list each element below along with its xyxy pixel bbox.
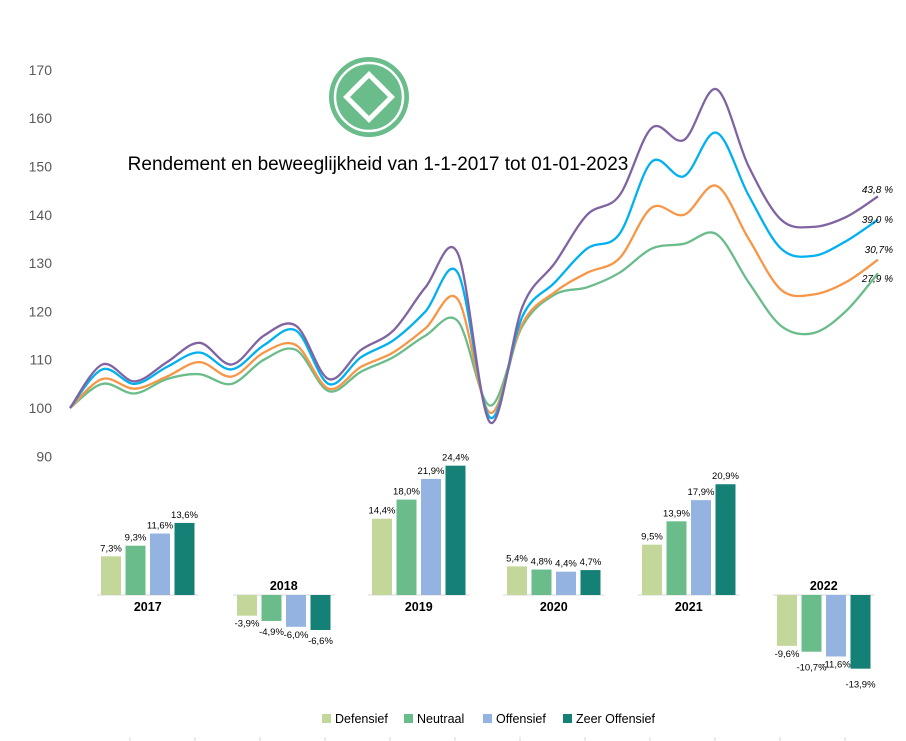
y-tick-label: 120 [29, 303, 53, 319]
end-labels: 43,8 % 39,0 % 30,7% 27,9 % [861, 185, 893, 285]
bar-value-label: -11,6% [821, 659, 851, 670]
bar [174, 522, 195, 595]
bar [801, 595, 822, 652]
legend-swatch [483, 714, 492, 723]
bar-chart: 7,3%9,3%11,6%13,6% 2017 -3,9%-4,9% -6,0%-6,… [97, 453, 876, 691]
bar [580, 570, 601, 595]
bar-value-label: -4,9% [259, 627, 284, 638]
bar [445, 465, 466, 595]
bar-value-label: 14,4% [369, 506, 396, 517]
bar [850, 595, 871, 669]
year-label: 2022 [810, 579, 838, 593]
y-tick-label: 150 [29, 159, 53, 175]
year-label: 2018 [270, 579, 298, 593]
y-tick-label: 90 [36, 448, 52, 464]
series-line [69, 231, 879, 409]
bar [421, 478, 441, 595]
bar-value-label: 11,6% [147, 521, 174, 532]
y-tick-label: 160 [29, 110, 53, 126]
year-label: 2020 [540, 600, 568, 614]
series-end-label: 39,0 % [862, 215, 893, 226]
bar-value-label: 5,4% [506, 553, 528, 564]
legend: Defensief Neutraal Offensief Zeer Offensief [322, 712, 656, 726]
bar [531, 569, 552, 595]
bar-value-label: -13,9% [845, 680, 876, 691]
legend-swatch [563, 714, 572, 723]
bar [310, 595, 331, 630]
bar [666, 521, 687, 595]
year-label: 2017 [134, 600, 162, 614]
bar-value-label: -9,6% [775, 649, 800, 660]
series-line [69, 184, 879, 414]
bar-value-label: 21,9% [418, 466, 445, 477]
bar [691, 500, 711, 595]
diamond-logo-icon [329, 57, 409, 137]
legend-label: Neutraal [417, 712, 464, 726]
bar [286, 595, 306, 627]
bar-value-label: -10,7% [796, 663, 827, 674]
bar-value-label: 4,7% [580, 557, 602, 568]
legend-label: Offensief [496, 712, 546, 726]
bar-value-label: 9,5% [641, 532, 663, 543]
bar-value-label: 24,4% [442, 453, 469, 464]
bar-value-label: 7,3% [100, 543, 122, 554]
bar [715, 484, 736, 595]
year-label: 2021 [675, 600, 703, 614]
bar-value-label: 18,0% [393, 487, 420, 498]
legend-label: Zeer Offensief [576, 712, 656, 726]
bar [101, 556, 121, 595]
bar [507, 566, 527, 595]
bar [125, 545, 146, 595]
series-end-label: 30,7% [865, 245, 893, 256]
bar-value-label: 20,9% [712, 471, 739, 482]
bar-value-label: 13,6% [171, 510, 198, 521]
line-series [69, 88, 879, 424]
series-line [69, 88, 879, 424]
chart-title: Rendement en beweeglijkheid van 1-1-2017… [128, 154, 629, 175]
bar [556, 571, 576, 595]
bar [642, 544, 662, 595]
y-tick-label: 130 [29, 255, 53, 271]
bar [396, 499, 417, 595]
bottom-tick-marks [129, 737, 846, 741]
bar-value-label: 4,4% [555, 559, 577, 570]
y-axis: 90 100 110 120 130 140 150 160 170 [29, 62, 53, 464]
bar [261, 595, 282, 621]
bar-value-label: 9,3% [125, 533, 147, 544]
bar-value-label: -6,6% [308, 636, 333, 647]
bar [826, 595, 846, 657]
y-tick-label: 140 [29, 207, 53, 223]
bar-value-label: -6,0% [284, 630, 309, 641]
bar [777, 595, 797, 646]
bar [372, 518, 392, 595]
bar [150, 533, 170, 595]
y-tick-label: 100 [29, 400, 53, 416]
bar-value-label: -3,9% [235, 619, 260, 630]
series-end-label: 27,9 % [861, 274, 893, 285]
year-label: 2019 [405, 600, 433, 614]
legend-label: Defensief [335, 712, 388, 726]
bar-value-label: 13,9% [663, 508, 690, 519]
y-tick-label: 110 [30, 352, 53, 368]
bar-value-label: 4,8% [531, 557, 553, 568]
bar-value-label: 17,9% [688, 487, 715, 498]
bar [237, 595, 257, 616]
legend-swatch [404, 714, 413, 723]
y-tick-label: 170 [29, 62, 53, 78]
series-end-label: 43,8 % [862, 185, 893, 196]
legend-swatch [322, 714, 331, 723]
